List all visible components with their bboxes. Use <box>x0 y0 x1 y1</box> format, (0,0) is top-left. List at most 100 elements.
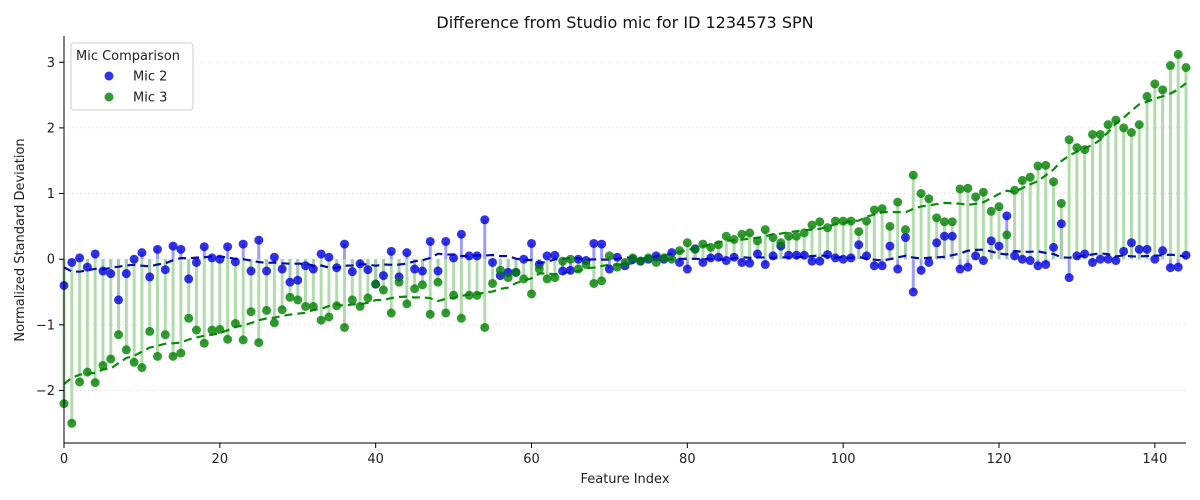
data-point-1 <box>869 261 879 271</box>
data-point-1 <box>230 257 240 267</box>
data-point-2 <box>597 276 607 286</box>
axes: 0 20 40 60 80 100 120 140 −2 −1 0 1 2 3 <box>36 36 1186 467</box>
data-point-2 <box>955 184 965 194</box>
data-point-1 <box>355 259 365 269</box>
data-point-1 <box>316 249 326 259</box>
data-point-1 <box>98 266 108 276</box>
data-point-1 <box>932 238 942 248</box>
data-point-2 <box>223 334 233 344</box>
data-point-1 <box>363 265 373 275</box>
data-point-2 <box>581 259 591 269</box>
data-point-2 <box>1158 85 1168 95</box>
data-point-2 <box>1017 175 1027 185</box>
data-point-2 <box>706 242 716 252</box>
data-point-2 <box>402 299 412 309</box>
data-point-2 <box>394 277 404 287</box>
data-point-1 <box>1158 246 1168 256</box>
data-point-1 <box>121 269 131 279</box>
data-point-2 <box>565 254 575 264</box>
data-point-2 <box>410 284 420 294</box>
data-point-2 <box>760 225 770 235</box>
data-point-1 <box>854 240 864 250</box>
data-point-2 <box>176 348 186 358</box>
trend-line-2 <box>63 82 1187 385</box>
data-point-1 <box>246 266 256 276</box>
data-point-1 <box>558 266 568 276</box>
data-point-2 <box>604 251 614 261</box>
data-point-1 <box>301 261 311 271</box>
data-point-1 <box>706 253 716 263</box>
data-point-1 <box>729 252 739 262</box>
data-point-2 <box>1041 160 1051 170</box>
data-point-1 <box>994 241 1004 251</box>
data-point-1 <box>745 258 755 268</box>
data-point-2 <box>862 216 872 226</box>
data-point-2 <box>1025 172 1035 182</box>
data-point-2 <box>885 221 895 231</box>
data-point-2 <box>82 367 92 377</box>
data-point-1 <box>129 254 139 264</box>
data-point-1 <box>527 238 536 248</box>
data-point-2 <box>659 253 669 263</box>
data-point-1 <box>285 277 295 287</box>
x-tick-label: 60 <box>523 452 540 467</box>
data-point-2 <box>1111 115 1121 125</box>
data-point-2 <box>425 309 435 319</box>
data-point-2 <box>745 228 755 238</box>
data-point-1 <box>114 295 124 305</box>
data-point-1 <box>768 251 778 261</box>
data-point-1 <box>1049 242 1059 252</box>
y-axis-label: Normalized Standard Deviation <box>13 138 28 341</box>
data-point-2 <box>347 295 357 305</box>
data-point-2 <box>838 216 848 226</box>
data-point-2 <box>682 238 692 248</box>
data-point-1 <box>916 265 926 275</box>
data-point-1 <box>682 264 692 274</box>
data-point-2 <box>378 285 388 295</box>
x-axis-label: Feature Index <box>580 472 669 487</box>
legend-label-1: Mic 2 <box>133 70 167 85</box>
y-tick-label: −2 <box>36 384 55 399</box>
data-point-2 <box>893 197 903 207</box>
data-point-1 <box>1095 254 1105 264</box>
data-point-2 <box>690 244 700 254</box>
data-point-2 <box>1056 198 1066 208</box>
data-point-1 <box>1017 254 1027 264</box>
data-point-1 <box>1080 249 1090 259</box>
data-point-1 <box>791 250 801 260</box>
data-point-1 <box>893 264 903 274</box>
data-point-2 <box>698 239 708 249</box>
data-point-2 <box>542 274 552 284</box>
data-point-2 <box>916 189 926 199</box>
data-point-2 <box>1033 161 1043 171</box>
data-point-1 <box>184 274 194 284</box>
x-tick-label: 80 <box>679 452 696 467</box>
x-tick-label: 140 <box>1142 452 1167 467</box>
data-point-2 <box>129 357 139 367</box>
data-point-2 <box>114 330 124 340</box>
data-point-1 <box>1010 251 1020 261</box>
data-point-1 <box>830 253 840 263</box>
legend: Mic Comparison Mic 2 Mic 3 <box>70 42 194 111</box>
data-point-2 <box>301 301 311 311</box>
x-tick-label: 100 <box>831 452 856 467</box>
x-tick-label: 40 <box>367 452 384 467</box>
data-point-2 <box>667 254 677 264</box>
data-point-2 <box>854 227 864 237</box>
data-point-1 <box>324 252 334 262</box>
data-point-1 <box>667 248 677 258</box>
data-point-1 <box>604 264 614 274</box>
data-point-2 <box>1064 135 1074 145</box>
data-point-1 <box>153 244 162 254</box>
data-point-2 <box>589 278 599 288</box>
data-point-2 <box>768 233 778 243</box>
data-point-2 <box>527 289 536 299</box>
data-point-1 <box>721 256 731 266</box>
data-point-1 <box>464 251 474 261</box>
data-point-1 <box>1064 273 1074 283</box>
data-point-1 <box>963 262 973 272</box>
data-point-2 <box>807 220 817 230</box>
data-point-1 <box>971 251 981 261</box>
data-point-2 <box>153 351 162 361</box>
